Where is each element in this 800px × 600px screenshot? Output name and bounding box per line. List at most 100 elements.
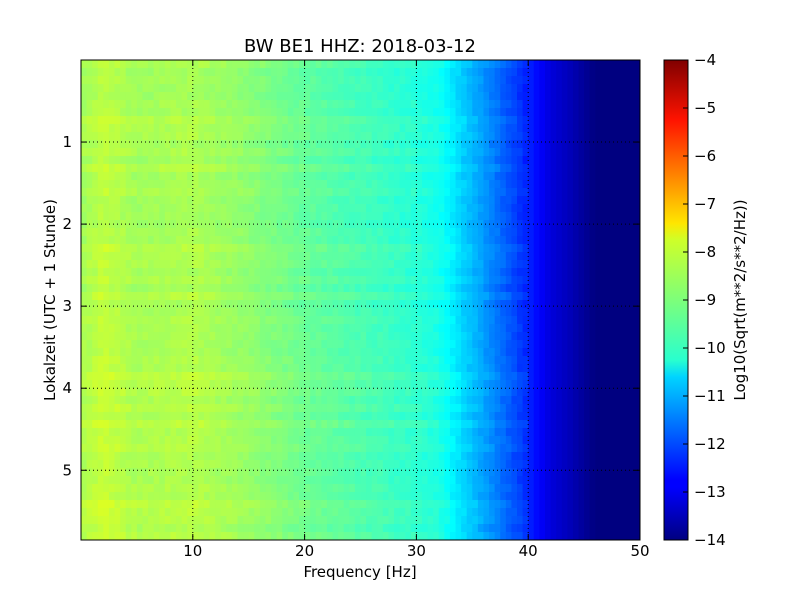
- heatmap-cell: [237, 252, 244, 261]
- heatmap-cell: [125, 316, 132, 325]
- heatmap-cell: [170, 372, 177, 381]
- heatmap-cell: [421, 316, 429, 325]
- heatmap-cell: [114, 204, 121, 213]
- heatmap-cell: [589, 148, 596, 157]
- heatmap-cell: [136, 284, 144, 293]
- heatmap-cell: [550, 132, 557, 141]
- heatmap-cell: [354, 308, 362, 317]
- heatmap-cell: [159, 332, 166, 341]
- heatmap-cell: [265, 452, 272, 461]
- heatmap-cell: [371, 308, 378, 317]
- heatmap-cell: [477, 60, 485, 69]
- heatmap-cell: [315, 204, 322, 213]
- heatmap-cell: [612, 292, 619, 301]
- heatmap-cell: [215, 300, 222, 309]
- heatmap-cell: [226, 292, 233, 301]
- heatmap-cell: [343, 364, 350, 373]
- heatmap-cell: [606, 124, 613, 133]
- heatmap-cell: [500, 316, 507, 325]
- heatmap-cell: [114, 116, 121, 125]
- heatmap-cell: [310, 148, 317, 157]
- heatmap-cell: [237, 404, 244, 413]
- heatmap-cell: [539, 132, 546, 141]
- heatmap-cell: [572, 212, 580, 221]
- heatmap-cell: [427, 308, 434, 317]
- heatmap-cell: [466, 292, 473, 301]
- heatmap-cell: [209, 428, 216, 437]
- heatmap-cell: [544, 188, 552, 197]
- heatmap-cell: [427, 452, 434, 461]
- heatmap-cell: [628, 244, 636, 253]
- heatmap-cell: [287, 124, 295, 133]
- heatmap-cell: [108, 60, 116, 69]
- heatmap-cell: [321, 340, 328, 349]
- heatmap-cell: [455, 148, 462, 157]
- heatmap-cell: [293, 372, 300, 381]
- heatmap-cell: [125, 364, 132, 373]
- heatmap-cell: [360, 100, 367, 109]
- heatmap-cell: [287, 276, 295, 285]
- heatmap-cell: [254, 428, 261, 437]
- heatmap-cell: [192, 140, 199, 149]
- heatmap-cell: [366, 92, 373, 101]
- heatmap-cell: [215, 76, 222, 85]
- heatmap-cell: [567, 332, 574, 341]
- heatmap-cell: [634, 76, 640, 85]
- heatmap-cell: [517, 404, 524, 413]
- heatmap-cell: [466, 236, 473, 245]
- heatmap-cell: [153, 348, 160, 357]
- heatmap-cell: [259, 92, 267, 101]
- heatmap-cell: [455, 212, 462, 221]
- heatmap-cell: [449, 164, 457, 173]
- heatmap-cell: [360, 404, 367, 413]
- heatmap-cell: [254, 324, 261, 333]
- heatmap-cell: [461, 252, 468, 261]
- heatmap-cell: [103, 420, 110, 429]
- heatmap-cell: [628, 420, 636, 429]
- heatmap-cell: [164, 228, 172, 237]
- heatmap-cell: [103, 76, 110, 85]
- heatmap-cell: [416, 156, 423, 165]
- heatmap-cell: [215, 132, 222, 141]
- heatmap-cell: [310, 140, 317, 149]
- heatmap-cell: [276, 300, 283, 309]
- heatmap-cell: [578, 172, 585, 181]
- heatmap-cell: [505, 276, 513, 285]
- heatmap-cell: [120, 452, 127, 461]
- heatmap-cell: [466, 204, 473, 213]
- heatmap-cell: [466, 100, 473, 109]
- heatmap-cell: [444, 180, 451, 189]
- heatmap-cell: [449, 436, 457, 445]
- heatmap-cell: [192, 268, 199, 277]
- heatmap-cell: [304, 332, 311, 341]
- heatmap-cell: [399, 372, 406, 381]
- heatmap-cell: [108, 452, 116, 461]
- heatmap-cell: [556, 228, 563, 237]
- heatmap-cell: [421, 124, 429, 133]
- heatmap-cell: [606, 148, 613, 157]
- heatmap-cell: [394, 228, 401, 237]
- heatmap-cell: [505, 100, 513, 109]
- heatmap-cell: [108, 300, 116, 309]
- heatmap-cell: [405, 244, 412, 253]
- heatmap-cell: [170, 60, 177, 69]
- heatmap-cell: [366, 196, 373, 205]
- heatmap-cell: [86, 156, 93, 165]
- heatmap-cell: [120, 156, 127, 165]
- heatmap-cell: [489, 452, 496, 461]
- heatmap-cell: [153, 68, 160, 77]
- heatmap-cell: [265, 180, 272, 189]
- heatmap-cell: [438, 316, 445, 325]
- heatmap-cell: [600, 172, 608, 181]
- heatmap-cell: [237, 340, 244, 349]
- heatmap-cell: [567, 76, 574, 85]
- heatmap-cell: [494, 284, 501, 293]
- heatmap-cell: [170, 180, 177, 189]
- heatmap-cell: [617, 364, 624, 373]
- heatmap-cell: [366, 444, 373, 453]
- heatmap-cell: [153, 84, 160, 93]
- heatmap-cell: [544, 404, 552, 413]
- heatmap-cell: [399, 356, 406, 365]
- heatmap-cell: [142, 188, 149, 197]
- heatmap-cell: [539, 252, 546, 261]
